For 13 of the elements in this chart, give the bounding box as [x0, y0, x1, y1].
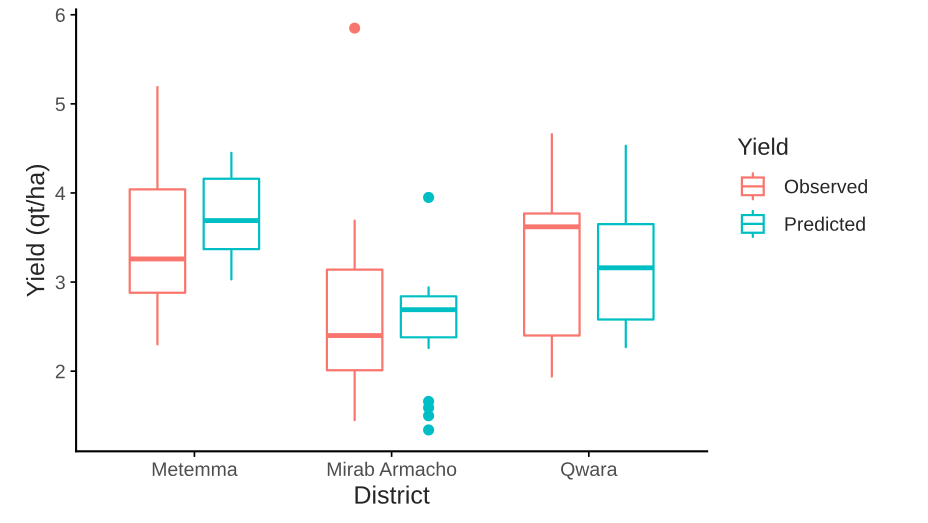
- legend-title: Yield: [738, 138, 788, 155]
- y-tick-label: 2: [56, 364, 65, 378]
- y-tick-label: 5: [56, 98, 65, 112]
- y-tick-label: 4: [55, 186, 66, 200]
- x-tick-label: Metemma: [152, 462, 238, 476]
- legend-label: Predicted: [786, 216, 865, 231]
- legend-label: Observed: [784, 179, 867, 194]
- y-tick-label: 3: [56, 276, 65, 290]
- x-axis-title: District: [355, 485, 430, 504]
- y-tick-label: 6: [56, 8, 65, 22]
- x-tick-label: Mirab Armacho: [328, 462, 456, 476]
- y-axis-title: Yield (qt/ha): [26, 165, 50, 297]
- x-tick-label: Qwara: [561, 462, 618, 480]
